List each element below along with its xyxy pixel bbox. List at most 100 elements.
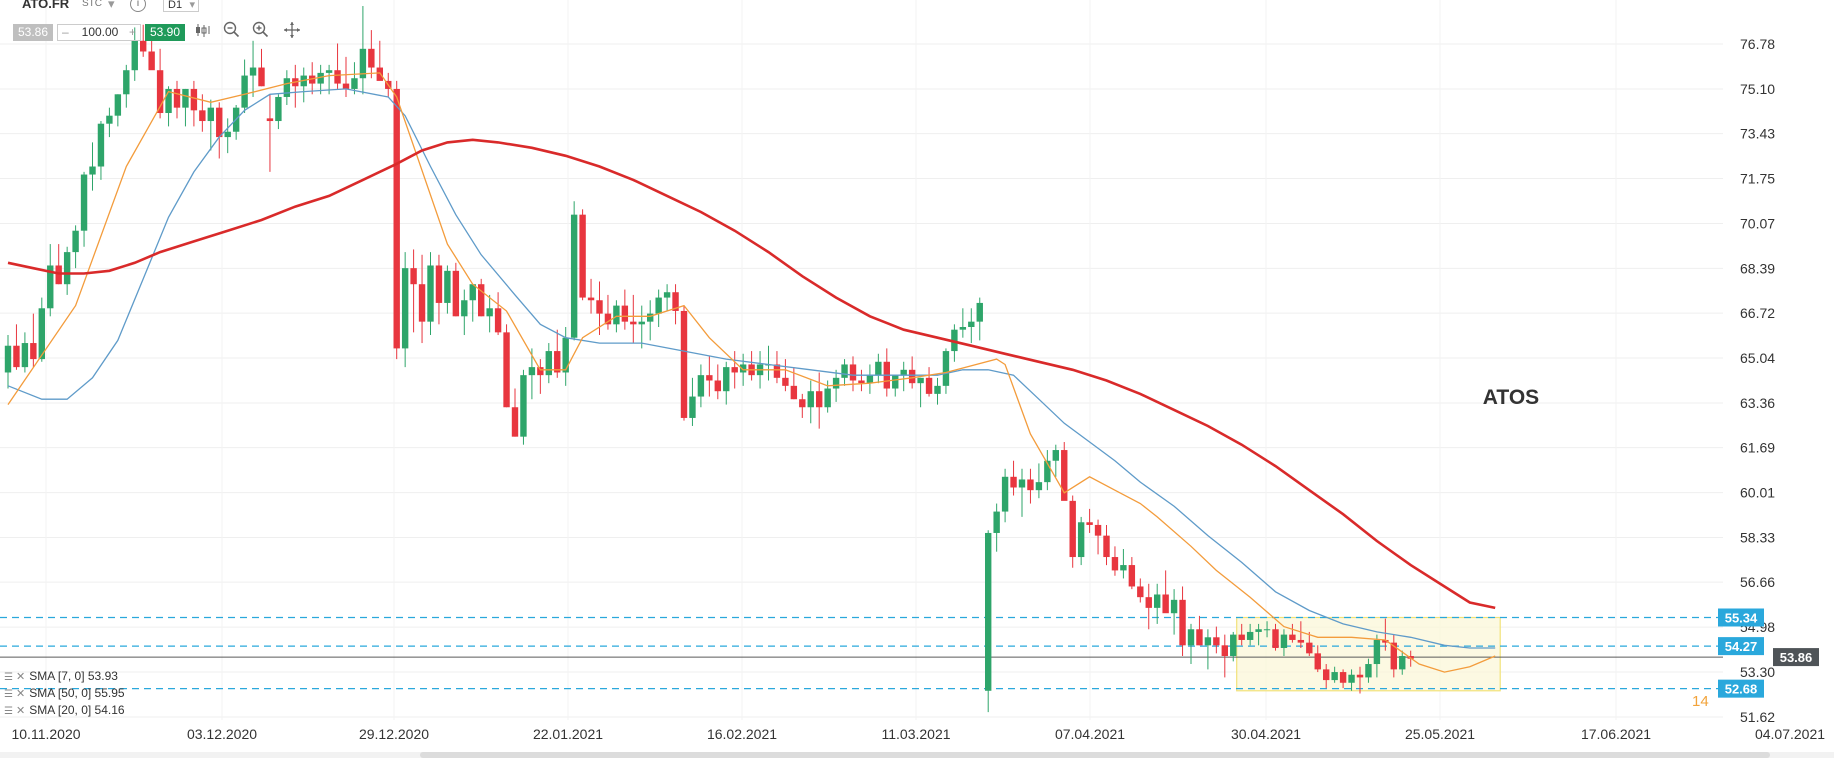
candle-body: [1382, 639, 1389, 643]
candle-body: [503, 332, 510, 408]
candle-body: [156, 70, 164, 114]
chart-type-icon[interactable]: [195, 22, 211, 38]
chevron-down-icon[interactable]: ▾: [108, 0, 115, 11]
candle-body: [1289, 634, 1296, 640]
indicator-legend: ☰ ✕ SMA [7, 0] 53.93 ☰ ✕ SMA [50, 0] 55.95 ☰…: [4, 668, 125, 719]
candle-body: [410, 268, 417, 285]
price-axis: 76.78 75.10 73.43 71.75 70.07 68.39 66.72 65.04…: [1740, 36, 1775, 725]
candle-body: [917, 377, 924, 384]
candle-body: [1280, 634, 1288, 648]
settings-icon[interactable]: ☰: [4, 672, 13, 683]
crosshair-icon[interactable]: [283, 21, 301, 39]
ask-price-button[interactable]: 53.90: [145, 24, 185, 41]
x-tick-label: 10.11.2020: [11, 726, 80, 742]
candle-body: [875, 361, 882, 376]
candle-body: [63, 252, 71, 285]
candle-body: [249, 67, 257, 76]
x-tick-label: 03.12.2020: [187, 726, 257, 742]
candle-body: [368, 48, 375, 68]
candle-body: [309, 75, 316, 84]
candle-body: [799, 399, 806, 408]
candle-body: [1339, 672, 1347, 683]
volume-stepper[interactable]: – 100.00 +: [57, 24, 141, 41]
candle-body: [570, 214, 578, 338]
candle-body: [351, 78, 358, 89]
candle-body: [1128, 565, 1136, 587]
legend-item-sma-7[interactable]: ☰ ✕ SMA [7, 0] 53.93: [4, 668, 125, 685]
info-icon[interactable]: i: [130, 0, 146, 12]
candle-body: [427, 265, 434, 322]
x-tick-label: 29.12.2020: [359, 726, 429, 742]
y-tick-label: 56.66: [1740, 574, 1775, 590]
candle-body: [1077, 522, 1085, 558]
candle-body: [89, 166, 96, 175]
candle-body: [190, 88, 198, 111]
candle-body: [266, 118, 274, 122]
candle-body: [418, 284, 426, 322]
level-price-tag-text: 52.68: [1725, 682, 1758, 697]
timeframe-value: D1: [168, 0, 183, 11]
y-tick-label: 53.30: [1740, 664, 1775, 680]
candle-body: [773, 364, 781, 378]
candle-body: [596, 300, 603, 314]
candle-body: [148, 51, 155, 71]
sma-7-line: [7, 72, 1496, 673]
close-icon[interactable]: ✕: [15, 705, 26, 717]
candle-body: [13, 345, 20, 368]
candle-body: [976, 302, 983, 322]
zoom-in-icon[interactable]: [252, 21, 269, 38]
candle-body: [1001, 476, 1009, 512]
candle-body: [1331, 672, 1338, 681]
candle-body: [892, 375, 899, 389]
candle-body: [714, 380, 721, 392]
settings-icon[interactable]: ☰: [4, 689, 13, 700]
timeframe-select[interactable]: D1 ▾: [163, 0, 199, 12]
current-price-tag: [1773, 648, 1819, 667]
candle-body: [672, 292, 679, 311]
candle-body: [1018, 479, 1026, 488]
minus-button[interactable]: –: [62, 25, 69, 39]
legend-label: SMA [20, 0] 54.16: [29, 703, 125, 717]
close-icon[interactable]: ✕: [15, 688, 26, 700]
y-tick-label: 65.04: [1740, 350, 1775, 366]
candle-body: [140, 40, 147, 52]
candle-body: [993, 511, 1000, 533]
settings-icon[interactable]: ☰: [4, 706, 13, 717]
x-tick-label: 17.06.2021: [1581, 726, 1651, 742]
volume-value[interactable]: 100.00: [81, 25, 119, 39]
candle-body: [38, 308, 45, 360]
candle-body: [486, 308, 493, 317]
level-price-tag: [1718, 637, 1764, 656]
candle-body: [1010, 476, 1017, 488]
plus-button[interactable]: +: [128, 25, 136, 39]
candle-body: [1179, 599, 1186, 646]
close-icon[interactable]: ✕: [15, 671, 26, 683]
legend-item-sma-50[interactable]: ☰ ✕ SMA [50, 0] 55.95: [4, 685, 125, 702]
candle-body: [520, 375, 527, 437]
candle-body: [216, 107, 223, 138]
scrollbar-thumb[interactable]: [420, 752, 1770, 758]
y-tick-label: 75.10: [1740, 81, 1775, 97]
zoom-out-icon[interactable]: [223, 21, 240, 38]
candle-body: [1094, 524, 1102, 536]
bid-price-button[interactable]: 53.86: [13, 24, 53, 41]
legend-item-sma-20[interactable]: ☰ ✕ SMA [20, 0] 54.16: [4, 702, 125, 719]
x-tick-label: 22.01.2021: [533, 726, 603, 742]
candle-body: [1145, 597, 1152, 608]
instrument-type[interactable]: STC: [82, 0, 102, 9]
candle-body: [1027, 479, 1034, 491]
candle-body: [359, 48, 367, 79]
candle-body: [1213, 637, 1220, 646]
candle-body: [858, 380, 865, 384]
candle-body: [816, 391, 823, 408]
y-tick-label: 58.33: [1740, 530, 1775, 546]
candle-body: [587, 297, 595, 301]
candle-body: [342, 83, 350, 89]
symbol-label[interactable]: ATO.FR: [22, 0, 70, 11]
candle-body: [697, 375, 705, 397]
candle-body: [866, 375, 874, 384]
candle-body: [1086, 522, 1093, 525]
chart-toolbar: ATO.FR STC ▾ i D1 ▾ 53.86 – 100.00 + 53.9…: [0, 0, 330, 46]
sma-20-line: [7, 88, 1496, 649]
